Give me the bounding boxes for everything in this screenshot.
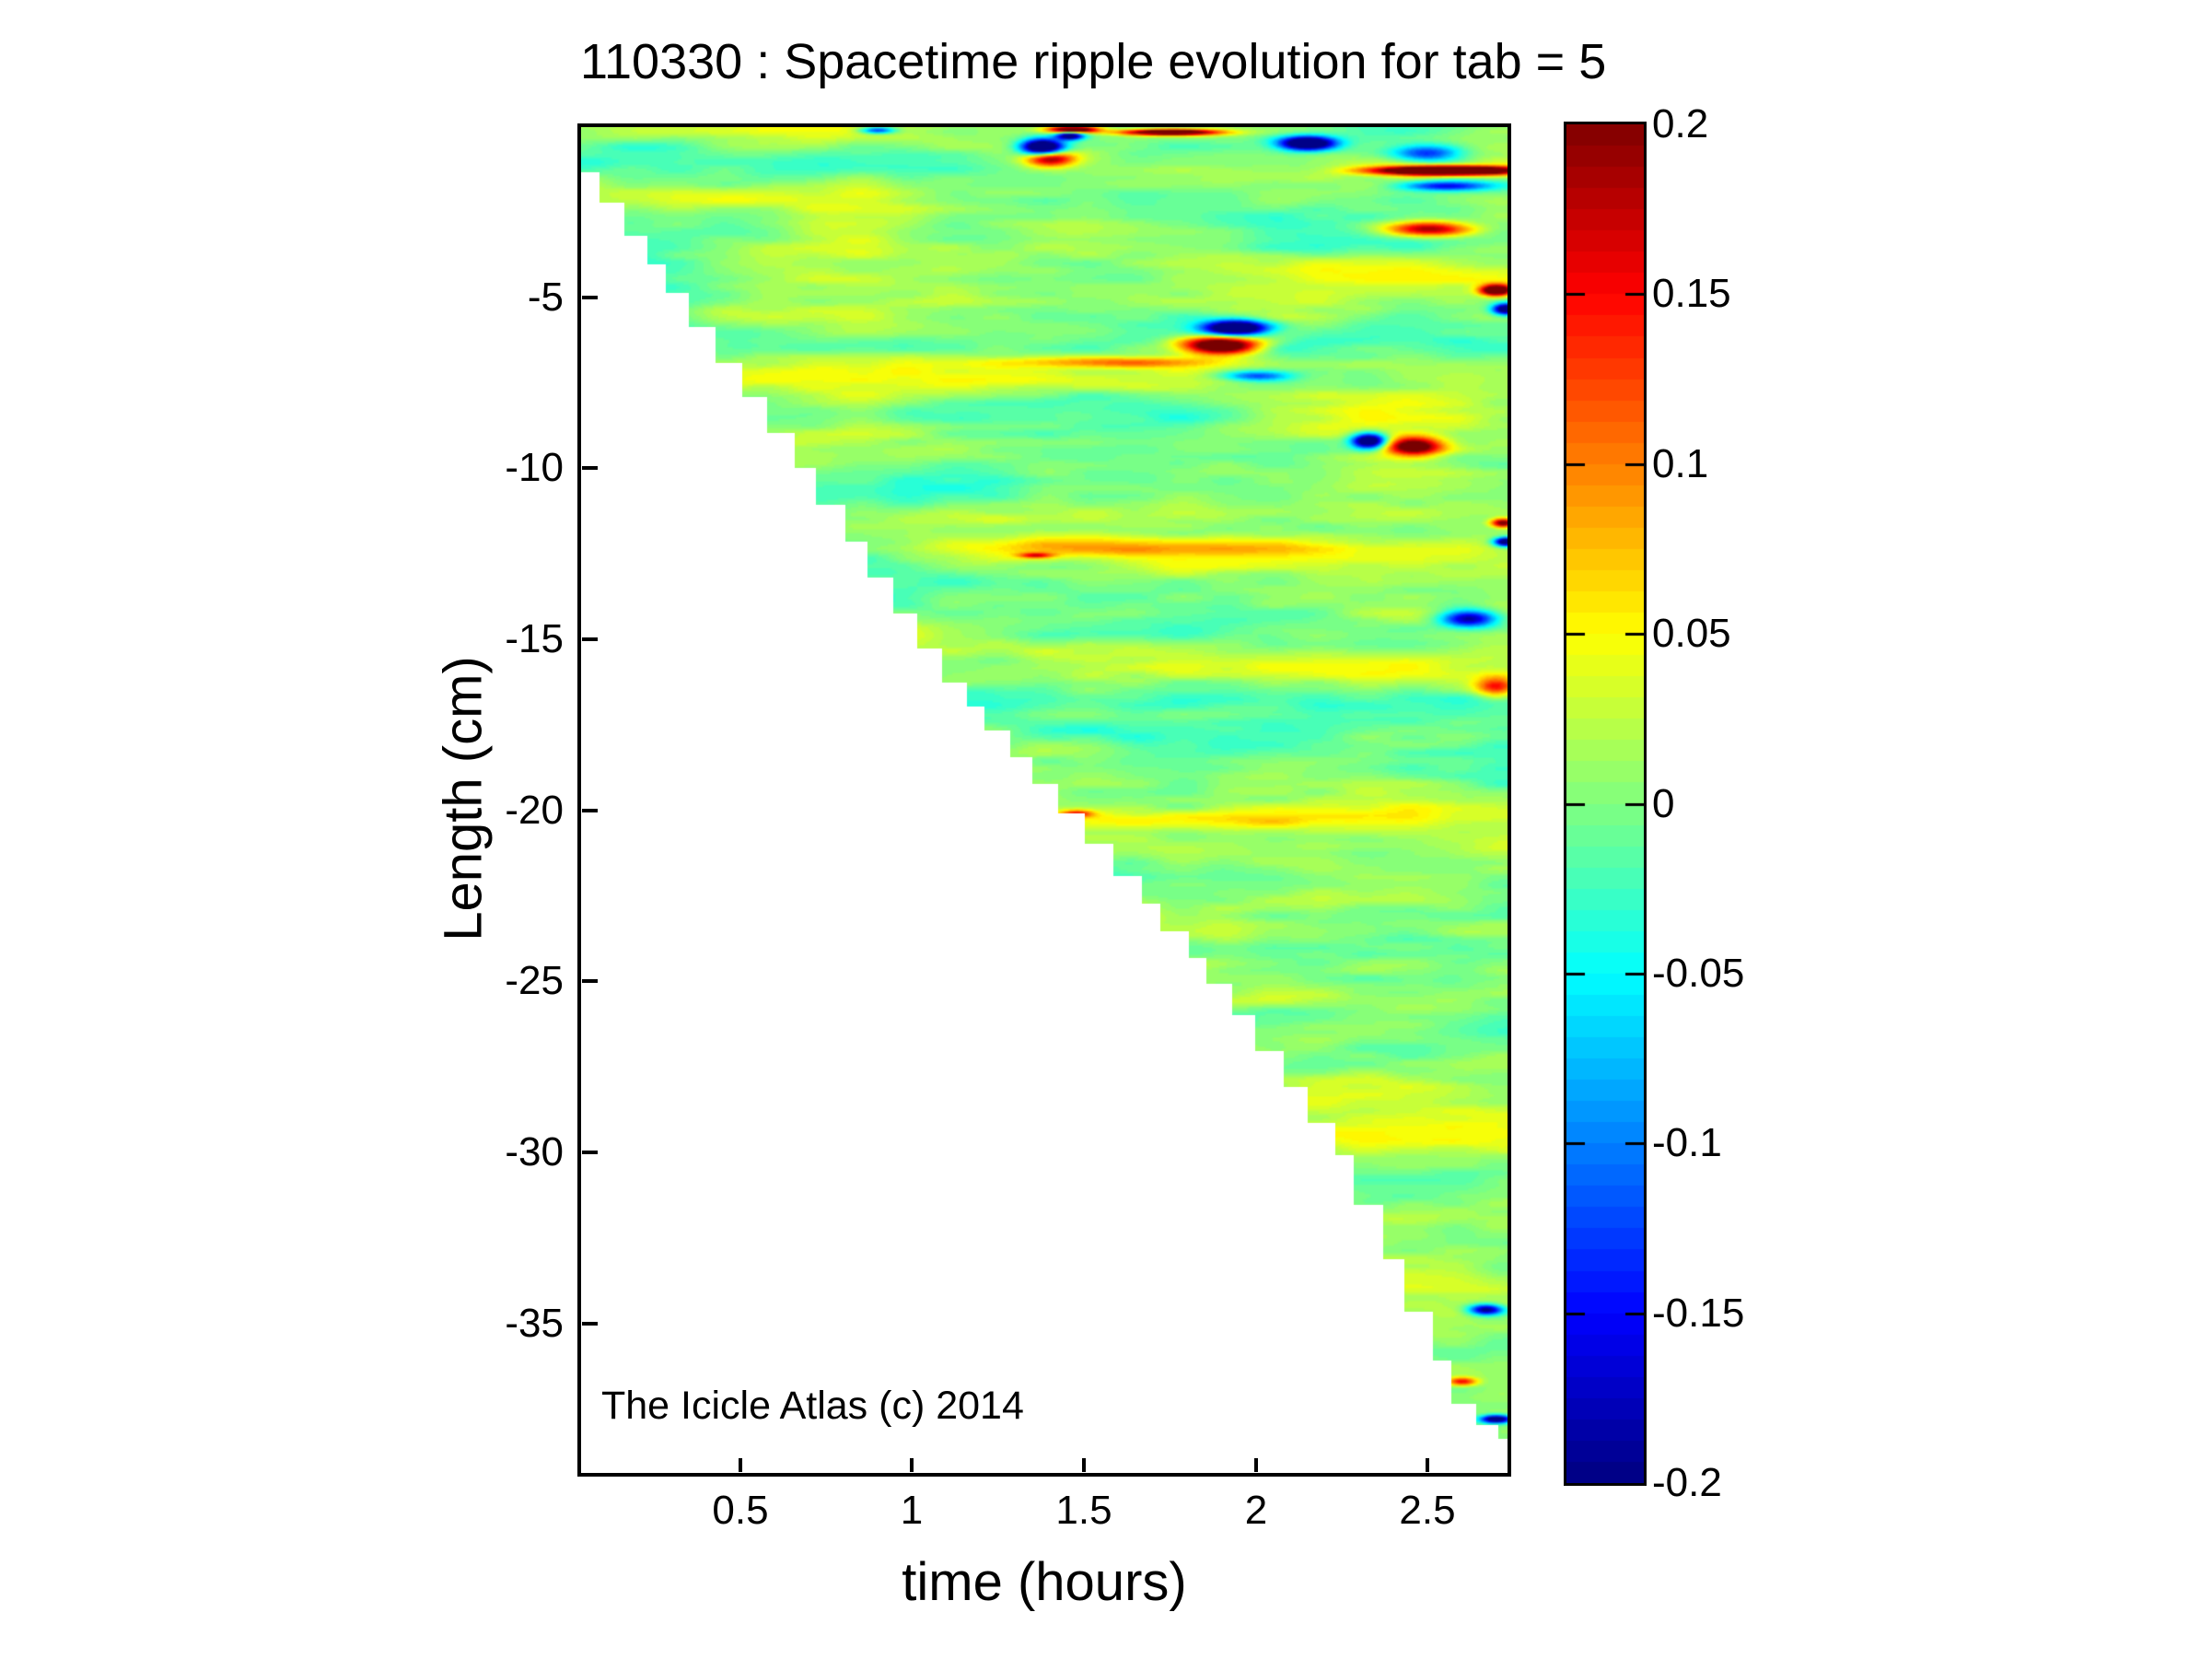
colorbar-tick-label: 0 bbox=[1652, 781, 1675, 826]
y-tick-label: -35 bbox=[505, 1301, 564, 1346]
y-tick-label: -20 bbox=[505, 788, 564, 833]
y-tick-mark bbox=[582, 809, 598, 812]
x-tick-mark bbox=[1082, 1458, 1086, 1472]
x-tick-mark bbox=[910, 1458, 914, 1472]
y-tick-label: -25 bbox=[505, 958, 564, 1003]
colorbar-tick-label: -0.05 bbox=[1652, 951, 1745, 996]
x-tick-label: 2 bbox=[1244, 1488, 1268, 1533]
colorbar-canvas bbox=[1566, 124, 1644, 1483]
colorbar-tick-label: -0.1 bbox=[1652, 1120, 1722, 1165]
colorbar-tick-label: 0.05 bbox=[1652, 611, 1731, 656]
heatmap-canvas bbox=[580, 126, 1508, 1474]
x-tick-mark bbox=[1426, 1458, 1429, 1472]
x-tick-label: 2.5 bbox=[1399, 1488, 1456, 1533]
colorbar-tick-label: 0.15 bbox=[1652, 271, 1731, 316]
x-axis-label: time (hours) bbox=[902, 1552, 1187, 1612]
x-tick-label: 1.5 bbox=[1055, 1488, 1112, 1533]
colorbar-tick-label: -0.2 bbox=[1652, 1460, 1722, 1505]
y-tick-label: -30 bbox=[505, 1129, 564, 1174]
colorbar-tick-label: -0.15 bbox=[1652, 1291, 1745, 1336]
colorbar-tick-label: 0.1 bbox=[1652, 441, 1709, 486]
x-tick-label: 0.5 bbox=[712, 1488, 769, 1533]
y-tick-mark bbox=[582, 296, 598, 299]
y-tick-label: -10 bbox=[505, 445, 564, 490]
y-tick-mark bbox=[582, 1151, 598, 1154]
x-tick-label: 1 bbox=[900, 1488, 924, 1533]
watermark-text: The Icicle Atlas (c) 2014 bbox=[601, 1384, 1024, 1428]
y-tick-label: -5 bbox=[527, 275, 564, 320]
y-tick-label: -15 bbox=[505, 616, 564, 661]
y-tick-mark bbox=[582, 979, 598, 983]
y-tick-mark bbox=[582, 1322, 598, 1326]
y-tick-mark bbox=[582, 637, 598, 641]
x-tick-mark bbox=[739, 1458, 742, 1472]
colorbar-tick-label: 0.2 bbox=[1652, 101, 1709, 146]
x-tick-mark bbox=[1254, 1458, 1258, 1472]
chart-title: 110330 : Spacetime ripple evolution for … bbox=[580, 34, 1607, 89]
y-tick-mark bbox=[582, 466, 598, 470]
